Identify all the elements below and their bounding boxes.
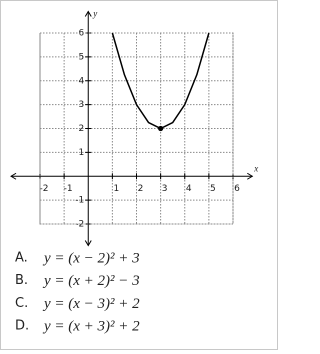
choice-letter: B. — [15, 273, 28, 288]
choice-equation: y = (x + 3)² + 2 — [42, 319, 140, 335]
choice-equation: y = (x − 3)² + 2 — [42, 296, 140, 312]
x-tick-label: 6 — [234, 184, 240, 194]
x-tick-label: -1 — [64, 184, 73, 194]
choice-letter: C. — [15, 296, 28, 311]
y-tick-label: 2 — [79, 124, 85, 134]
y-tick-label: 5 — [79, 52, 85, 62]
vertex-point — [158, 125, 164, 132]
y-tick-label: -1 — [75, 196, 84, 206]
choices: A. y = (x − 2)² + 3 B. y = (x + 2)² − 3 C. y … — [15, 250, 140, 334]
x-tick-label: -2 — [40, 184, 49, 194]
choice-letter: D. — [15, 319, 29, 334]
x-tick-label: 1 — [114, 184, 120, 194]
axis-arrow — [10, 172, 254, 180]
x-tick-label: 5 — [210, 184, 216, 194]
choice-equation: y = (x + 2)² − 3 — [42, 273, 140, 289]
x-axis-label: x — [253, 163, 258, 173]
grid-border — [39, 32, 234, 225]
choice-equation: y = (x − 2)² + 3 — [42, 250, 140, 266]
y-tick-label: 1 — [79, 148, 85, 158]
y-tick-label: 3 — [79, 100, 85, 110]
choice-letter: A. — [15, 251, 28, 266]
axis-arrow — [84, 10, 92, 247]
frame — [0, 0, 278, 350]
y-axis-label: y — [92, 9, 97, 19]
y-tick-label: 4 — [79, 76, 85, 86]
x-tick-label: 2 — [138, 184, 144, 194]
y-tick-label: 6 — [79, 29, 85, 39]
x-tick-label: 4 — [186, 184, 192, 194]
x-tick-label: 3 — [162, 184, 168, 194]
